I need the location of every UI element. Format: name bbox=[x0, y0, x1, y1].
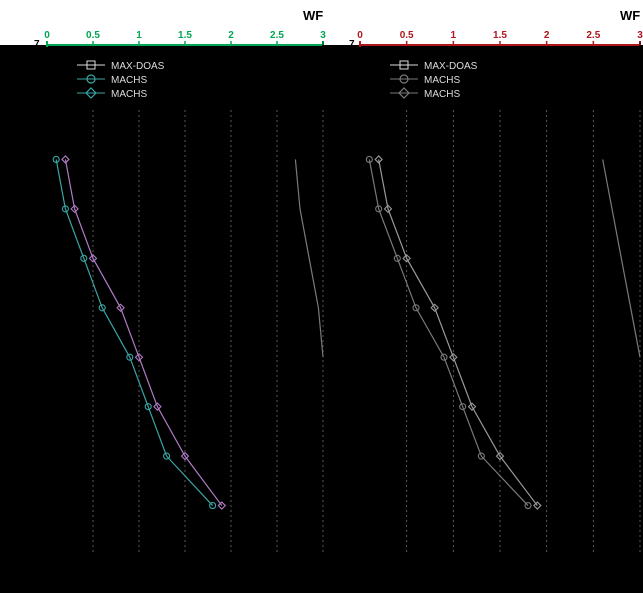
series-point-right-0-2 bbox=[393, 254, 401, 262]
series-point-right-0-1 bbox=[375, 205, 383, 213]
series-point-left-1-7 bbox=[217, 501, 227, 510]
plot-area-dark bbox=[0, 45, 643, 593]
legend-label-left-0: MAX-DOAS bbox=[111, 61, 165, 72]
x-tick-label-right-1: 0.5 bbox=[400, 30, 414, 41]
series-point-left-1-1 bbox=[70, 204, 79, 214]
series-point-right-0-6 bbox=[477, 452, 485, 460]
x-tick-label-left-2: 1 bbox=[136, 30, 142, 41]
series-point-left-1-5 bbox=[153, 402, 162, 411]
series-point-right-0-5 bbox=[459, 403, 467, 411]
legend-marker-right-2 bbox=[398, 87, 410, 99]
series-point-right-1-4 bbox=[449, 352, 458, 362]
series-line-left-2 bbox=[294, 159, 324, 358]
series-point-right-1-0 bbox=[374, 155, 383, 164]
series-point-right-1-2 bbox=[402, 254, 411, 263]
legend-label-right-1: MACHS bbox=[424, 75, 460, 86]
series-point-left-1-6 bbox=[180, 451, 190, 461]
panel-right: 0 0.5 1 1.5 2 2.5 3 MAX-DOAS MACHS MACHS bbox=[357, 30, 643, 555]
x-tick-label-left-4: 2 bbox=[228, 30, 234, 41]
series-point-left-0-4 bbox=[126, 353, 134, 361]
x-tick-label-right-4: 2 bbox=[544, 30, 550, 41]
wf-axis-title-left: WF bbox=[303, 8, 323, 23]
x-tick-label-right-2: 1 bbox=[451, 30, 457, 41]
series-line-right-1 bbox=[378, 159, 538, 506]
series-point-right-0-0 bbox=[365, 155, 373, 163]
x-tick-label-left-5: 2.5 bbox=[270, 30, 284, 41]
top-left-label-right: 7 bbox=[349, 39, 355, 50]
series-point-right-1-6 bbox=[495, 451, 505, 461]
x-tick-label-right-0: 0 bbox=[357, 30, 363, 41]
series-point-left-0-1 bbox=[61, 205, 69, 213]
series-point-left-1-0 bbox=[61, 155, 70, 164]
x-tick-label-left-0: 0 bbox=[44, 30, 50, 41]
series-point-left-0-6 bbox=[163, 452, 171, 460]
series-point-right-1-5 bbox=[467, 402, 477, 411]
series-point-right-1-1 bbox=[383, 204, 393, 214]
series-point-left-0-2 bbox=[80, 254, 88, 262]
series-point-left-0-5 bbox=[144, 403, 152, 411]
panel-left: 0 0.5 1 1.5 2 2.5 3 MAX-DOAS MACHS MACHS bbox=[44, 30, 326, 555]
series-point-left-0-7 bbox=[209, 502, 217, 510]
wf-axis-title-right: WF bbox=[620, 8, 640, 23]
panels-group: 0 0.5 1 1.5 2 2.5 3 MAX-DOAS MACHS MACHS 0 0.5 1 1.5 2… bbox=[44, 30, 643, 555]
top-left-label-left: 7 bbox=[34, 39, 40, 50]
series-point-left-0-0 bbox=[52, 155, 60, 163]
x-tick-label-right-3: 1.5 bbox=[493, 30, 507, 41]
series-point-left-0-3 bbox=[98, 304, 106, 312]
legend-label-left-2: MACHS bbox=[111, 89, 147, 100]
series-point-right-0-4 bbox=[440, 353, 448, 361]
series-line-right-0 bbox=[368, 159, 529, 506]
series-point-right-0-7 bbox=[524, 502, 532, 510]
x-tick-label-left-3: 1.5 bbox=[178, 30, 192, 41]
series-point-left-1-4 bbox=[134, 352, 144, 362]
series-line-left-1 bbox=[64, 159, 223, 506]
x-tick-label-left-6: 3 bbox=[320, 30, 326, 41]
series-point-right-1-7 bbox=[533, 501, 542, 510]
series-line-right-2 bbox=[602, 159, 641, 358]
legend-label-right-0: MAX-DOAS bbox=[424, 61, 478, 72]
series-point-right-0-3 bbox=[412, 304, 420, 312]
series-point-left-1-2 bbox=[88, 254, 98, 263]
series-line-left-0 bbox=[55, 159, 214, 506]
x-tick-label-right-6: 3 bbox=[637, 30, 643, 41]
legend-label-left-1: MACHS bbox=[111, 75, 147, 86]
series-point-left-1-3 bbox=[116, 303, 125, 313]
x-tick-label-right-5: 2.5 bbox=[586, 30, 600, 41]
legend-marker-left-2 bbox=[85, 87, 97, 99]
series-point-right-1-3 bbox=[430, 303, 439, 313]
x-tick-label-left-1: 0.5 bbox=[86, 30, 100, 41]
legend-label-right-2: MACHS bbox=[424, 89, 460, 100]
